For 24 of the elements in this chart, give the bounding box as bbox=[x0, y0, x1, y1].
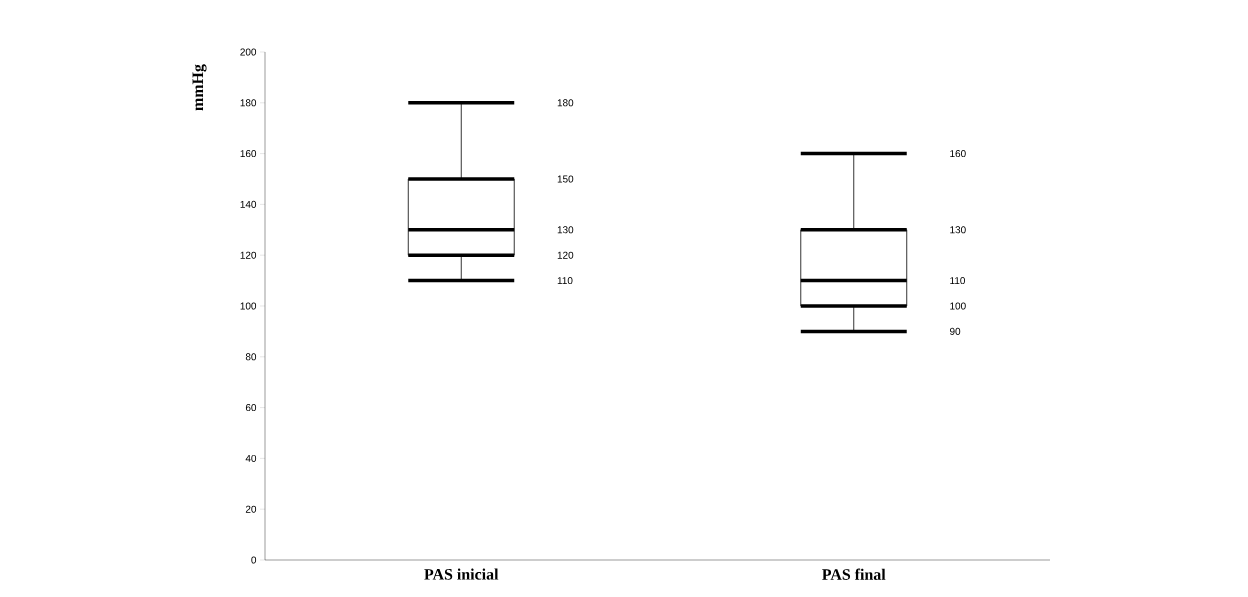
annotation: 150 bbox=[557, 175, 574, 183]
annotation: 100 bbox=[950, 302, 966, 310]
y-tick-label: 120 bbox=[240, 251, 257, 259]
y-tick-label: 140 bbox=[240, 200, 257, 208]
y-tick-label: 0 bbox=[251, 556, 257, 564]
annotation: 120 bbox=[557, 251, 574, 259]
annotation: 130 bbox=[557, 226, 574, 234]
y-tick-label: 20 bbox=[245, 505, 257, 513]
y-axis-title: mmHg bbox=[192, 64, 207, 111]
annotation: 110 bbox=[950, 277, 966, 285]
y-tick-label: 80 bbox=[245, 353, 257, 361]
annotation: 90 bbox=[949, 327, 961, 335]
annotation: 130 bbox=[950, 226, 966, 234]
x-tick-label: PAS final bbox=[822, 568, 886, 580]
y-tick-label: 180 bbox=[240, 99, 257, 107]
y-tick-label: 40 bbox=[245, 454, 257, 462]
y-tick-label: 160 bbox=[240, 150, 257, 158]
y-tick-label: 100 bbox=[240, 302, 257, 310]
annotation: 110 bbox=[557, 277, 573, 285]
annotation: 160 bbox=[950, 150, 966, 158]
y-tick-label: 200 bbox=[240, 48, 257, 56]
annotation: 180 bbox=[557, 99, 574, 107]
x-tick-label: PAS inicial bbox=[424, 568, 499, 580]
y-tick-label: 60 bbox=[245, 404, 257, 412]
